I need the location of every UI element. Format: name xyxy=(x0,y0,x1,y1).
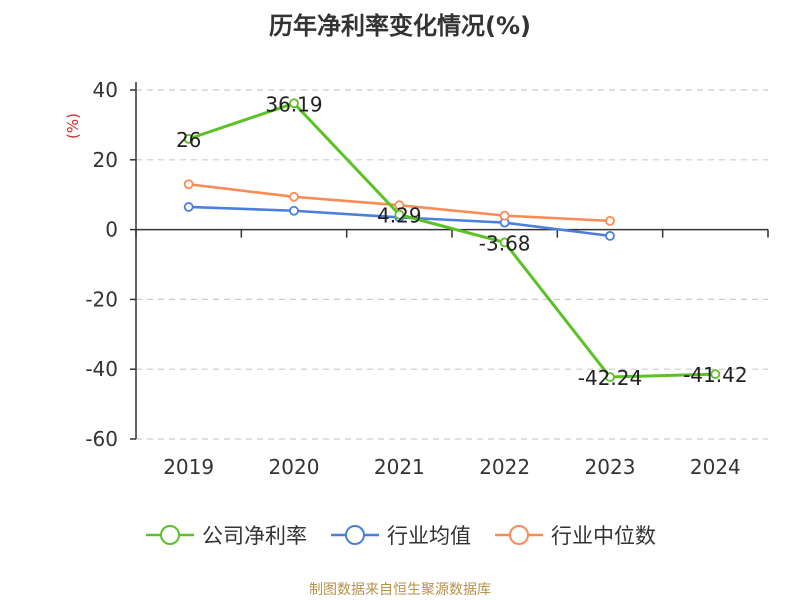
y-axis-label: (%) xyxy=(64,113,82,139)
legend-label: 公司净利率 xyxy=(202,524,307,548)
legend-marker-icon xyxy=(331,525,379,545)
x-tick-label: 2021 xyxy=(374,455,425,479)
legend-item[interactable]: 公司净利率 xyxy=(144,520,307,550)
data-point xyxy=(394,200,405,211)
data-label: 4.29 xyxy=(377,204,422,228)
data-point xyxy=(289,98,299,109)
x-tick-label: 2023 xyxy=(585,455,636,479)
data-label: -3.68 xyxy=(479,231,531,255)
x-tick-label: 2020 xyxy=(269,455,320,479)
data-point xyxy=(499,237,510,248)
x-tick-label: 2024 xyxy=(690,455,741,479)
legend-marker-icon xyxy=(146,525,194,545)
axis-layer: 40 20 0 -20 -40 -60 2019 2020 2021 2022 2023 2024 (%… xyxy=(64,78,769,479)
y-tick-label: 20 xyxy=(93,148,118,172)
y-tick-label: 0 xyxy=(105,218,118,242)
data-point xyxy=(605,230,615,241)
x-tick-label: 2022 xyxy=(479,455,530,479)
y-tick-label: -60 xyxy=(85,427,118,451)
legend-label: 行业均值 xyxy=(387,524,471,548)
y-tick-label: -40 xyxy=(85,357,118,381)
chart-title: 历年净利率变化情况(%) xyxy=(269,12,531,40)
data-label: -42.24 xyxy=(578,366,642,390)
legend: 公司净利率 行业均值 行业中位数 xyxy=(0,520,800,550)
data-point xyxy=(289,191,299,202)
data-point xyxy=(183,133,194,144)
grid-layer xyxy=(136,89,768,440)
y-tick-label: -20 xyxy=(85,287,118,311)
legend-label: 行业中位数 xyxy=(551,524,656,548)
data-label: 36.19 xyxy=(265,92,322,116)
data-label: 26 xyxy=(176,128,201,152)
data-point xyxy=(710,369,721,380)
series-line-0 xyxy=(188,101,716,379)
legend-item[interactable]: 行业中位数 xyxy=(493,520,656,550)
data-point xyxy=(394,209,405,220)
legend-item[interactable]: 行业均值 xyxy=(329,520,471,550)
data-point xyxy=(183,179,194,190)
series-layer xyxy=(183,98,721,382)
data-point xyxy=(605,372,615,382)
data-point xyxy=(499,210,510,221)
x-tick-label: 2019 xyxy=(163,455,214,479)
data-label: -41.42 xyxy=(683,363,747,387)
data-point xyxy=(605,215,615,226)
data-label-layer: 26 36.19 4.29 -3.68 -42.24 -41.42 xyxy=(176,92,748,390)
y-tick-label: 40 xyxy=(93,78,118,102)
legend-marker-icon xyxy=(495,525,543,545)
data-point xyxy=(289,205,299,216)
source-note: 制图数据来自恒生聚源数据库 xyxy=(309,582,491,598)
data-point xyxy=(183,202,194,212)
